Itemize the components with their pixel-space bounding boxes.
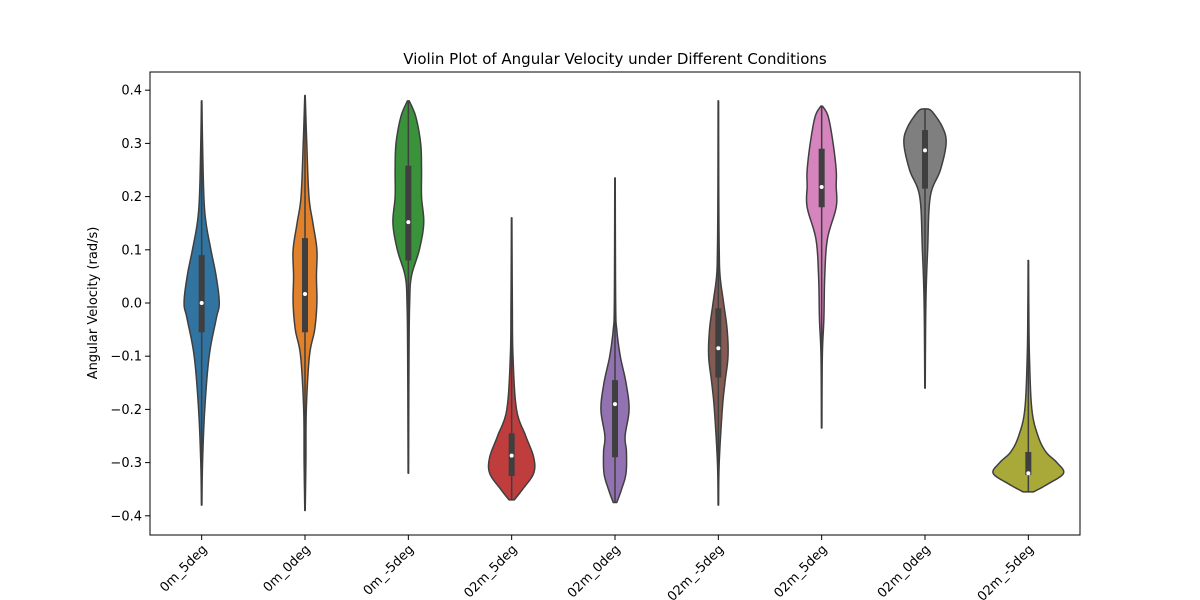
y-tick-label: −0.2 xyxy=(110,403,142,418)
violin-median xyxy=(716,346,721,351)
violin-median xyxy=(1026,471,1031,476)
violin-iqr-box xyxy=(405,165,412,261)
violin-8 xyxy=(992,259,1065,493)
violin-median xyxy=(406,220,411,225)
violin-median xyxy=(199,301,204,305)
violin-iqr-box xyxy=(715,308,722,378)
y-tick-label: −0.1 xyxy=(110,350,142,365)
y-tick-label: 0.4 xyxy=(121,84,142,99)
y-tick-label: 0.0 xyxy=(121,297,142,312)
violin-iqr-box xyxy=(922,130,928,189)
y-tick-label: 0.3 xyxy=(121,137,142,152)
violin-7 xyxy=(903,108,947,389)
violins-layer xyxy=(183,94,1065,512)
violin-iqr-box xyxy=(818,148,825,208)
violin-6 xyxy=(805,105,838,429)
violin-iqr-box xyxy=(1025,451,1032,475)
violin-iqr-box xyxy=(302,238,308,333)
violin-1 xyxy=(292,94,318,512)
violin-median xyxy=(303,291,307,296)
violin-median xyxy=(509,453,514,458)
violin-iqr-box xyxy=(612,380,618,458)
violin-4 xyxy=(600,177,630,504)
y-tick-label: 0.2 xyxy=(121,190,142,205)
violin-2 xyxy=(392,100,425,474)
violin-median xyxy=(613,402,617,407)
y-tick-label: −0.3 xyxy=(110,456,142,471)
plot-frame xyxy=(149,71,1081,536)
violin-median xyxy=(819,185,824,190)
violin-5 xyxy=(707,100,729,506)
y-tick-label: −0.4 xyxy=(110,509,142,524)
y-axis: −0.4 −0.3 −0.2 −0.1 0.0 0.1 0.2 0.3 0.4 xyxy=(110,84,150,524)
y-tick-label: 0.1 xyxy=(121,243,142,258)
violin-0 xyxy=(183,100,221,506)
violin-median xyxy=(923,148,927,153)
violin-3 xyxy=(487,217,536,501)
chart-title: Violin Plot of Angular Velocity under Di… xyxy=(403,50,827,68)
y-axis-label: Angular Velocity (rad/s) xyxy=(86,227,101,380)
violin-iqr-box xyxy=(198,255,205,333)
